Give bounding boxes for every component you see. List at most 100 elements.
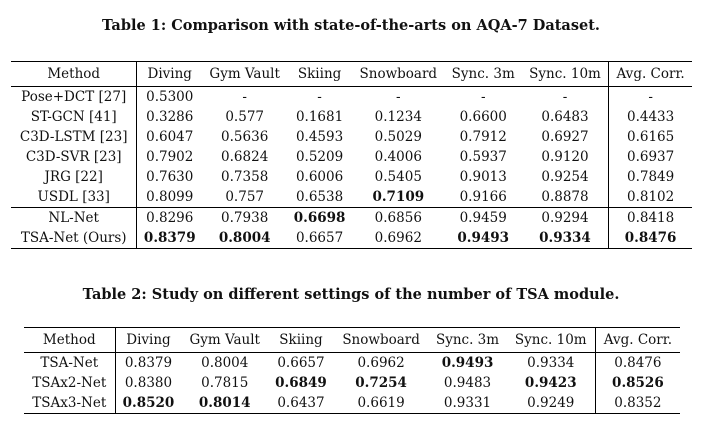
score-cell: 0.1681 [295,109,344,125]
score-cell: 0.6165 [608,127,692,147]
score-cell: 0.9120 [541,149,589,165]
score-cell: - [242,89,247,105]
score-cell: 0.8014 [198,395,251,411]
method-cell: C3D-SVR [23] [25,149,122,165]
score-cell: 0.6849 [275,375,327,391]
score-cell: - [562,89,568,105]
score-cell: 0.7815 [201,375,249,391]
score-cell: - [317,89,322,105]
score-cell: 0.6937 [608,147,692,167]
score-cell: 0.8476 [594,352,680,373]
score-cell: - [396,89,401,105]
score-cell: 0.7358 [221,169,269,185]
method-cell: ST-GCN [41] [30,109,117,125]
score-cell: 0.9166 [459,189,507,205]
score-cell: 0.9423 [524,375,577,391]
score-cell: 0.9331 [443,395,492,411]
score-cell: 0.8004 [218,230,271,246]
score-cell: 0.5636 [221,129,269,145]
column-header-avg-corr: Avg. Corr. [594,327,680,353]
table-row: C3D-SVR [23] 0.7902 0.6824 0.5209 0.4006 0.59… [11,147,692,167]
score-cell: 0.8379 [114,352,182,373]
score-cell: 0.5300 [136,86,203,107]
score-cell: 0.8520 [114,393,182,414]
table-row: ST-GCN [41] 0.3286 0.577 0.1681 0.1234 0.6600… [11,107,692,127]
score-cell: 0.9334 [539,230,591,246]
score-cell: - [480,89,486,105]
score-cell: 0.4006 [374,149,422,165]
table-row: C3D-LSTM [23] 0.6047 0.5636 0.4593 0.5029 0.7… [11,127,692,147]
column-header-method: Method [42,332,96,348]
score-cell: 0.757 [225,189,264,205]
score-cell: 0.8379 [136,228,203,249]
column-header-skiing: Skiing [297,66,342,82]
method-cell: C3D-LSTM [23] [19,129,128,145]
column-header-skiing: Skiing [279,332,323,348]
score-cell: 0.6600 [459,109,507,125]
score-cell: 0.8004 [201,355,249,371]
score-cell: 0.9493 [457,230,510,246]
score-cell: 0.8526 [594,373,680,393]
score-cell: 0.7902 [136,147,203,167]
score-cell: 0.8352 [594,393,680,414]
method-cell: TSAx2-Net [32,375,107,391]
score-cell: 0.3286 [136,107,203,127]
method-cell: USDL [33] [37,189,110,205]
score-cell: 0.6047 [136,127,203,147]
score-cell: 0.577 [225,109,264,125]
score-cell: 0.6657 [277,355,325,371]
score-cell: 0.4433 [608,107,692,127]
score-cell: 0.8099 [136,187,203,208]
column-header-diving: Diving [114,327,182,353]
table1-caption: Table 1: Comparison with state-of-the-ar… [102,17,600,34]
score-cell: 0.1234 [374,109,422,125]
column-header-snowboard: Snowboard [359,66,438,82]
column-header-sync-10m: Sync. 10m [514,332,587,348]
table-row: USDL [33] 0.8099 0.757 0.6538 0.7109 0.9166 0.… [11,187,692,208]
score-cell: 0.6437 [277,395,325,411]
score-cell: 0.6657 [295,230,344,246]
score-cell: 0.9334 [527,355,575,371]
score-cell: - [608,86,692,107]
score-cell: 0.6483 [541,109,589,125]
method-cell: JRG [22] [44,169,103,185]
score-cell: 0.9013 [459,169,507,185]
score-cell: 0.6824 [221,149,269,165]
method-cell: NL-Net [48,210,99,226]
score-cell: 0.5405 [374,169,422,185]
score-cell: 0.5029 [374,129,422,145]
column-header-method: Method [47,66,101,82]
score-cell: 0.8476 [608,228,692,249]
score-cell: 0.7912 [459,129,507,145]
score-cell: 0.9459 [459,210,507,226]
score-cell: 0.5209 [295,149,344,165]
column-header-sync-10m: Sync. 10m [529,66,601,82]
ablation-table: Method Diving Gym Vault Skiing Snowboard Sync… [24,327,680,414]
table-row: JRG [22] 0.7630 0.7358 0.6006 0.5405 0.9013 0.… [11,167,692,187]
column-header-snowboard: Snowboard [342,332,420,348]
table-row: TSA-Net 0.8379 0.8004 0.6657 0.6962 0.9493 0.9… [24,352,680,373]
table-row: TSAx2-Net 0.8380 0.7815 0.6849 0.7254 0.9483 0… [24,373,680,393]
table2-caption: Table 2: Study on different settings of … [82,286,620,303]
score-cell: 0.6538 [295,189,344,205]
score-cell: 0.5937 [459,149,507,165]
score-cell: 0.7630 [136,167,203,187]
score-cell: 0.6856 [374,210,422,226]
score-cell: 0.9249 [527,395,575,411]
table-row: NL-Net 0.8296 0.7938 0.6698 0.6856 0.9459 0.92… [11,207,692,228]
score-cell: 0.8102 [608,187,692,208]
score-cell: 0.9493 [441,355,494,371]
column-header-avg-corr: Avg. Corr. [608,61,692,87]
score-cell: 0.6927 [541,129,589,145]
score-cell: 0.7254 [355,375,407,391]
table-row: TSA-Net (Ours) 0.8379 0.8004 0.6657 0.6962 0.… [11,228,692,249]
score-cell: 0.6698 [293,210,346,226]
score-cell: 0.8418 [608,207,692,228]
score-cell: 0.6006 [295,169,344,185]
comparison-table: Method Diving Gym Vault Skiing Snowboard Sync… [11,61,692,249]
score-cell: 0.7938 [221,210,269,226]
table-row: Pose+DCT [27] 0.5300 - - - - - - [11,86,692,107]
score-cell: 0.6962 [357,355,405,371]
score-cell: 0.9294 [541,210,589,226]
method-cell: TSA-Net (Ours) [20,230,127,246]
